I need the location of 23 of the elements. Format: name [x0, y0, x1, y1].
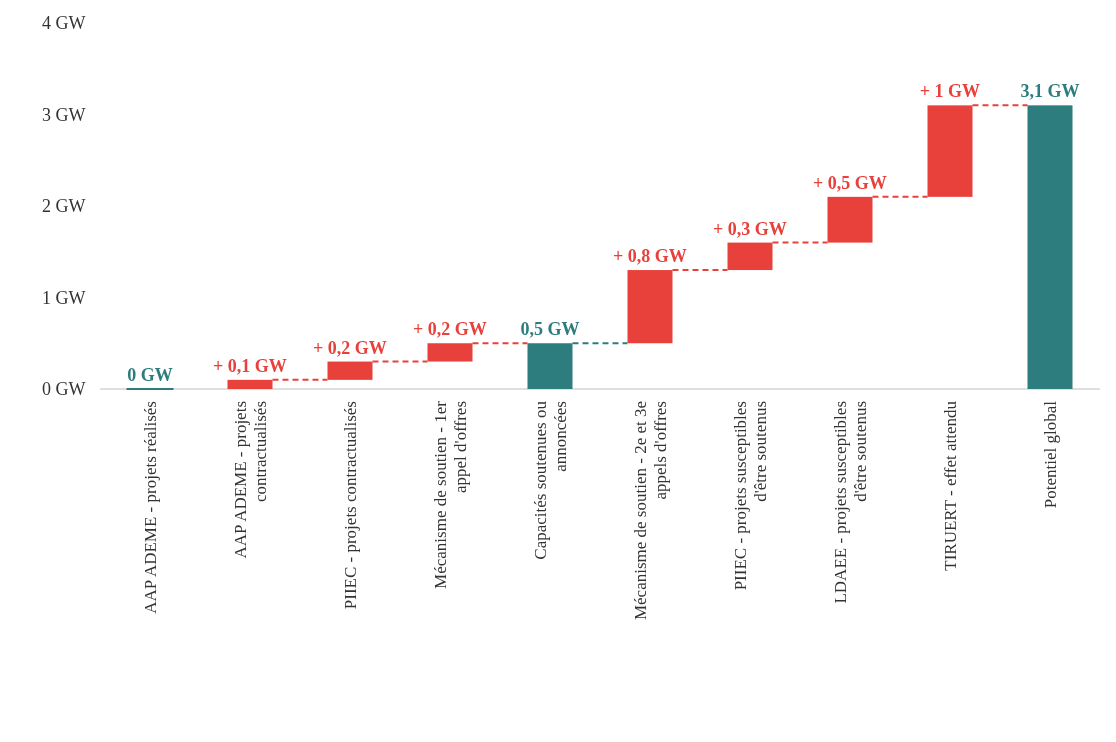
data-label: + 0,2 GW — [413, 319, 487, 340]
data-label: 3,1 GW — [1020, 81, 1080, 102]
data-label: + 1 GW — [919, 81, 981, 102]
data-label: + 0,2 GW — [313, 337, 387, 358]
x-tick-label: Mécanisme de soutien - 1er appel d'offres — [430, 400, 470, 589]
data-label: + 0,5 GW — [813, 172, 887, 193]
x-tick-label: Capacités soutenues ou annoncées — [530, 400, 570, 560]
x-tick-label: Potentiel global — [1040, 400, 1060, 509]
bar — [1027, 105, 1073, 389]
x-tick-label: AAP ADEME - projets réalisés — [140, 401, 160, 614]
data-label: + 0,1 GW — [213, 355, 287, 376]
x-tick-label: TIRUERT - effet attendu — [940, 400, 960, 571]
data-label: 0 GW — [127, 365, 173, 385]
y-tick-label: 4 GW — [42, 13, 86, 34]
data-label: 0,5 GW — [520, 319, 580, 340]
data-label: + 0,3 GW — [713, 218, 787, 239]
data-label: + 0,8 GW — [613, 246, 687, 267]
y-tick-label: 3 GW — [42, 104, 86, 125]
x-tick-label: AAP ADEME - projets contractualisés — [230, 401, 270, 559]
y-tick-label: 1 GW — [42, 287, 86, 308]
y-tick-label: 2 GW — [42, 196, 86, 217]
y-tick-label: 0 GW — [42, 379, 86, 400]
x-tick-label: PIIEC - projets contractualisés — [340, 401, 360, 610]
